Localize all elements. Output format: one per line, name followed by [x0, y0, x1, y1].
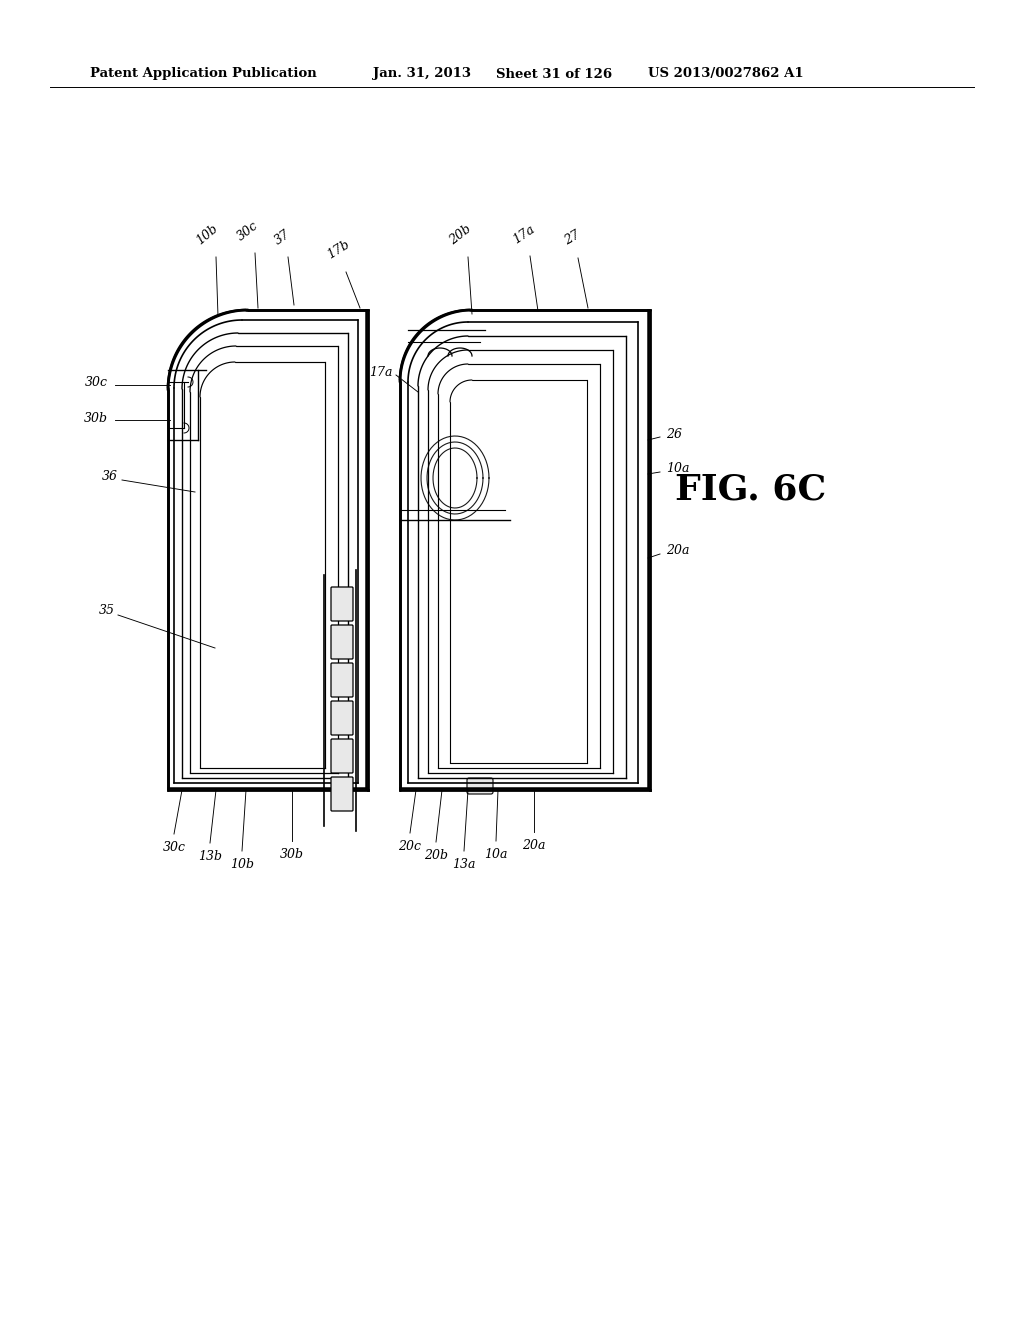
Text: 10b: 10b: [194, 222, 220, 247]
Text: 30c: 30c: [163, 841, 185, 854]
FancyBboxPatch shape: [331, 701, 353, 735]
Text: 20a: 20a: [522, 840, 546, 851]
Text: 17a: 17a: [511, 222, 538, 246]
Text: 17b: 17b: [325, 238, 351, 261]
Text: 10a: 10a: [666, 462, 689, 474]
FancyBboxPatch shape: [331, 624, 353, 659]
Text: Patent Application Publication: Patent Application Publication: [90, 67, 316, 81]
Text: 20b: 20b: [424, 849, 449, 862]
FancyBboxPatch shape: [331, 587, 353, 620]
Text: 26: 26: [666, 428, 682, 441]
FancyBboxPatch shape: [331, 739, 353, 774]
FancyBboxPatch shape: [331, 777, 353, 810]
Text: 13b: 13b: [198, 850, 222, 863]
Text: 10a: 10a: [484, 847, 508, 861]
Text: 20a: 20a: [666, 544, 689, 557]
Text: 30b: 30b: [280, 847, 304, 861]
Text: Sheet 31 of 126: Sheet 31 of 126: [496, 67, 612, 81]
Text: 37: 37: [271, 227, 292, 247]
FancyBboxPatch shape: [331, 663, 353, 697]
FancyBboxPatch shape: [467, 777, 493, 795]
Text: FIG. 6C: FIG. 6C: [675, 473, 826, 507]
Text: Jan. 31, 2013: Jan. 31, 2013: [373, 67, 471, 81]
Text: 20c: 20c: [398, 840, 422, 853]
Text: 27: 27: [562, 228, 583, 248]
Text: 13a: 13a: [453, 858, 476, 871]
Text: 35: 35: [99, 603, 115, 616]
Text: 36: 36: [102, 470, 118, 483]
Text: 30c: 30c: [234, 219, 261, 243]
Text: 17a: 17a: [370, 366, 393, 379]
Text: 20b: 20b: [446, 222, 473, 247]
Text: US 2013/0027862 A1: US 2013/0027862 A1: [648, 67, 804, 81]
Text: 30b: 30b: [84, 412, 108, 425]
Text: 10b: 10b: [230, 858, 254, 871]
Text: 30c: 30c: [85, 375, 108, 388]
